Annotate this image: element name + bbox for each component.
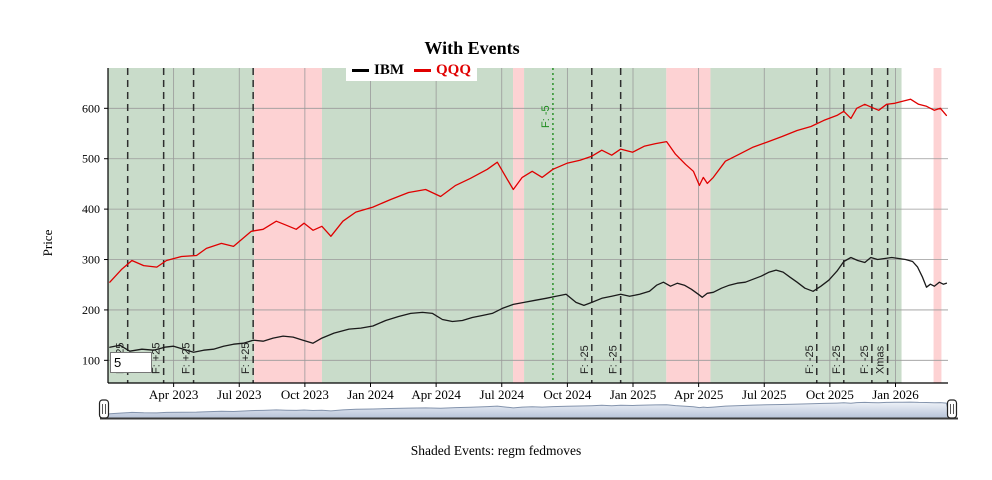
x-tick-label: Jul 2024 — [480, 387, 525, 402]
y-tick-label: 100 — [82, 353, 100, 367]
y-tick-label: 500 — [82, 152, 100, 166]
price-series-ibm — [109, 256, 948, 353]
y-tick-label: 300 — [82, 253, 100, 267]
event-label: Xmas — [875, 345, 887, 374]
y-tick-label: 200 — [82, 303, 100, 317]
shaded-events-caption: Shaded Events: regm fedmoves — [410, 443, 582, 458]
x-tick-label: Apr 2024 — [411, 387, 461, 402]
legend-item-qqq: QQQ — [414, 62, 471, 79]
ibm-line-swatch — [352, 69, 369, 72]
event-shade-region — [321, 68, 514, 383]
price-series-qqq — [109, 98, 948, 283]
axes: 100 200 300 400 500 600 Apr 2023 Jul 2023 Oct 20… — [40, 68, 948, 402]
qqq-line-swatch — [414, 69, 431, 72]
event-label: F: -25 — [831, 345, 843, 374]
x-tick-label: Oct 2024 — [543, 387, 592, 402]
x-tick-label: Oct 2023 — [281, 387, 329, 402]
x-tick-label: Jan 2025 — [610, 387, 657, 402]
event-label: F: -25 — [859, 345, 871, 374]
event-shade-region — [524, 68, 667, 383]
y-axis-title: Price — [40, 229, 55, 256]
event-label: F: +25 — [151, 343, 163, 375]
x-tick-label: Apr 2025 — [674, 387, 723, 402]
event-shade-region — [710, 68, 902, 383]
event-label: F: +25 — [240, 343, 252, 375]
range-handle-right[interactable] — [946, 399, 958, 419]
chart-title: With Events — [424, 38, 520, 58]
x-tick-label: Jan 2026 — [872, 387, 919, 402]
shaded-regions — [108, 68, 942, 383]
event-shade-region — [933, 68, 942, 383]
event-label: F: -25 — [608, 345, 620, 374]
event-shade-region — [513, 68, 525, 383]
x-tick-label: Jan 2024 — [347, 387, 394, 402]
range-handle-left[interactable] — [98, 399, 110, 419]
event-shade-region — [108, 68, 255, 383]
event-label: F: +25 — [181, 343, 193, 375]
legend-item-ibm: IBM — [352, 62, 404, 79]
x-tick-label: Oct 2025 — [806, 387, 854, 402]
x-tick-label: Jul 2023 — [217, 387, 261, 402]
y-tick-label: 600 — [82, 101, 100, 115]
chart-legend: IBM QQQ — [346, 61, 478, 81]
offset-input[interactable] — [110, 352, 152, 373]
range-selector-band[interactable] — [103, 401, 951, 419]
x-tick-label: Jul 2025 — [742, 387, 786, 402]
gridlines — [108, 68, 948, 383]
event-label: F: -25 — [804, 345, 816, 374]
event-label: F: -5 — [540, 105, 552, 128]
legend-label-ibm: IBM — [374, 62, 404, 78]
x-tick-label: Apr 2023 — [149, 387, 198, 402]
range-selector[interactable] — [98, 399, 959, 420]
event-label: F: -25 — [579, 345, 591, 374]
event-shade-region — [666, 68, 711, 383]
legend-label-qqq: QQQ — [436, 62, 472, 78]
y-tick-label: 400 — [82, 202, 100, 216]
